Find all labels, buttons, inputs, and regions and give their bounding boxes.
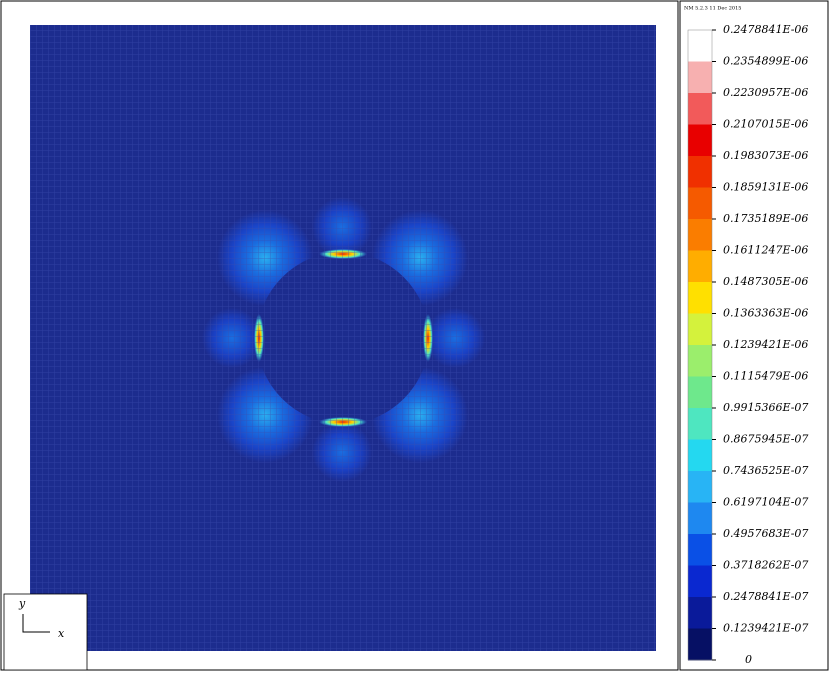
colorbar-label: 0.2354899E-06	[723, 55, 808, 68]
colorbar-label: 0.6197104E-07	[723, 496, 808, 509]
colorbar-label: 0.4957683E-07	[723, 527, 808, 540]
colorbar-label: 0.3718262E-07	[723, 559, 808, 572]
colorbar: 0.2478841E-06 0.2354899E-06 0.2230957E-06 0…	[687, 23, 808, 666]
colorbar-band	[688, 408, 712, 440]
axis-label-x: x	[58, 627, 65, 640]
colorbar-label: 0.1735189E-06	[723, 212, 808, 225]
colorbar-band	[688, 345, 712, 377]
colorbar-label: 0	[745, 653, 752, 666]
header-title: NM 5.2.3 11 Dec 2015	[684, 6, 741, 12]
colorbar-label: 0.9915366E-07	[723, 401, 808, 414]
colorbar-band	[688, 376, 712, 409]
mesh-lines	[30, 25, 656, 651]
colorbar-band	[688, 597, 712, 629]
colorbar-label: 0.1487305E-06	[723, 275, 808, 288]
colorbar-band	[688, 628, 712, 661]
colorbar-band	[688, 219, 712, 251]
colorbar-band	[688, 502, 712, 535]
colorbar-label: 0.1115479E-06	[723, 370, 808, 383]
colorbar-band	[688, 313, 712, 346]
colorbar-label: 0.2478841E-06	[723, 23, 808, 36]
colorbar-label: 0.1859131E-06	[723, 181, 808, 194]
colorbar-label: 0.2478841E-07	[723, 590, 808, 603]
colorbar-band	[688, 124, 712, 157]
colorbar-band	[688, 61, 712, 94]
colorbar-band	[688, 282, 712, 314]
axis-triad	[22, 614, 50, 633]
colorbar-label: 0.7436525E-07	[723, 464, 808, 477]
colorbar-label: 0.1983073E-06	[723, 149, 808, 162]
colorbar-label: 0.8675945E-07	[723, 433, 808, 446]
colorbar-label: 0.2230957E-06	[723, 86, 808, 99]
colorbar-label: 0.1239421E-06	[723, 338, 808, 351]
colorbar-band	[688, 93, 712, 125]
colorbar-band	[688, 187, 712, 220]
colorbar-label: 0.1363363E-06	[723, 307, 808, 320]
colorbar-band	[688, 471, 712, 503]
colorbar-label: 0.1611247E-06	[723, 244, 808, 257]
colorbar-band	[688, 156, 712, 188]
colorbar-band	[688, 30, 712, 62]
colorbar-band	[688, 439, 712, 472]
colorbar-band	[688, 565, 712, 598]
axis-label-y: y	[18, 597, 26, 610]
colorbar-label: 0.1239421E-07	[723, 622, 808, 635]
colorbar-label: 0.2107015E-06	[723, 118, 808, 131]
colorbar-band	[688, 250, 712, 283]
colorbar-band	[688, 534, 712, 566]
